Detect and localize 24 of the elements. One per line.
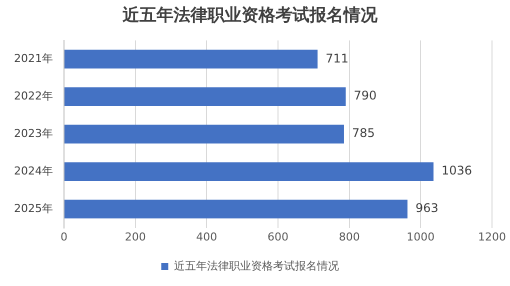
x-tick-label: 1000: [406, 230, 435, 244]
y-tick-label: 2024年: [14, 164, 53, 178]
data-label: 963: [415, 201, 438, 216]
y-tick-label: 2023年: [14, 126, 53, 140]
x-tick-label: 400: [196, 230, 218, 244]
bar: [64, 87, 346, 106]
bar: [64, 162, 434, 181]
legend-label: 近五年法律职业资格考试报名情况: [174, 259, 339, 272]
y-tick-label: 2021年: [14, 52, 53, 65]
data-label: 785: [352, 126, 375, 140]
bar: [64, 124, 344, 144]
bar: [64, 50, 318, 69]
x-tick-label: 1200: [478, 230, 506, 244]
data-label: 711: [326, 51, 348, 66]
x-tick-label: 800: [338, 230, 360, 244]
x-tick-label: 200: [124, 230, 146, 244]
x-tick-label: 0: [60, 230, 68, 244]
bar: [64, 200, 408, 218]
chart-title: 近五年法律职业资格考试报名情况: [122, 6, 378, 26]
y-tick-label: 2025年: [14, 202, 53, 215]
data-label: 790: [354, 88, 377, 103]
y-tick-label: 2022年: [14, 89, 53, 102]
data-label: 1036: [442, 164, 472, 178]
x-tick-label: 600: [267, 230, 288, 244]
